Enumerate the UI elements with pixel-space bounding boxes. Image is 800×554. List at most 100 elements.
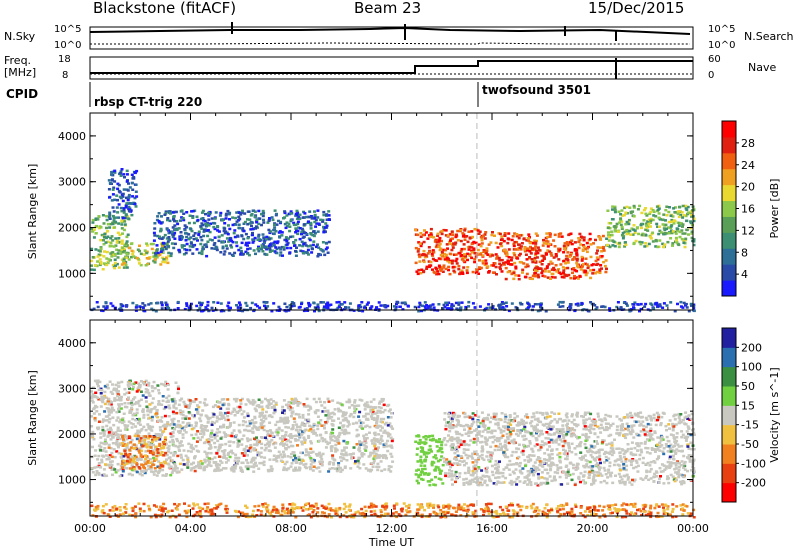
echo-cell — [287, 237, 290, 240]
echo-cell — [418, 301, 422, 305]
echo-cell — [226, 304, 230, 308]
echo-cell — [167, 457, 171, 460]
echo-cell — [513, 232, 517, 235]
echo-cell — [254, 225, 258, 228]
echo-cell — [244, 243, 248, 247]
echo-cell — [380, 469, 384, 473]
echo-cell — [221, 403, 225, 407]
echo-cell — [125, 180, 129, 183]
echo-cell — [203, 404, 207, 407]
echo-cell — [151, 242, 155, 246]
echo-cell — [419, 235, 423, 238]
echo-cell — [105, 386, 109, 389]
echo-cell — [531, 277, 534, 281]
echo-cell — [210, 439, 214, 442]
echo-cell — [225, 231, 229, 234]
echo-cell — [347, 306, 351, 309]
echo-cell — [203, 460, 207, 464]
echo-cell — [516, 511, 520, 514]
echo-cell — [263, 448, 267, 452]
echo-cell — [534, 245, 538, 248]
echo-cell — [264, 238, 268, 241]
echo-cell — [153, 261, 157, 264]
echo-cell — [147, 432, 151, 435]
echo-cell — [243, 428, 247, 432]
echo-cell — [336, 401, 340, 404]
echo-cell — [113, 169, 117, 173]
echo-cell — [99, 262, 103, 265]
echo-cell — [247, 210, 251, 213]
echo-cell — [107, 179, 111, 182]
echo-cell — [286, 405, 290, 408]
echo-cell — [205, 254, 209, 258]
echo-cell — [285, 403, 288, 407]
echo-cell — [94, 248, 98, 251]
echo-cell — [143, 471, 147, 475]
echo-cell — [233, 408, 237, 412]
echo-cell — [217, 463, 221, 467]
echo-cell — [477, 232, 481, 235]
echo-cell — [358, 440, 361, 443]
echo-cell — [534, 275, 538, 278]
echo-cell — [479, 235, 483, 239]
echo-cell — [110, 460, 114, 463]
echo-cell — [424, 307, 428, 311]
echo-cell — [144, 379, 148, 383]
echo-cell — [333, 467, 337, 470]
echo-cell — [165, 243, 169, 246]
echo-cell — [169, 254, 173, 258]
echo-cell — [99, 247, 103, 250]
echo-cell — [521, 268, 525, 272]
echo-cell — [309, 442, 313, 445]
echo-cell — [191, 507, 195, 510]
echo-cell — [375, 411, 379, 415]
echo-cell — [144, 388, 148, 391]
echo-cell — [594, 308, 598, 311]
echo-cell — [558, 248, 562, 252]
echo-cell — [213, 247, 217, 250]
echo-cell — [227, 306, 231, 309]
echo-cell — [251, 402, 255, 405]
echo-cell — [172, 397, 176, 401]
echo-cell — [97, 454, 101, 458]
echo-cell — [164, 247, 168, 251]
echo-cell — [302, 309, 306, 313]
echo-cell — [299, 451, 303, 454]
echo-cell — [288, 304, 292, 307]
echo-cell — [298, 237, 302, 241]
echo-cell — [419, 504, 423, 507]
echo-cell — [329, 303, 333, 306]
echo-cell — [99, 246, 103, 249]
echo-cell — [149, 470, 153, 473]
echo-cell — [169, 473, 173, 477]
echo-cell — [679, 300, 683, 304]
echo-cell — [452, 269, 456, 273]
echo-cell — [379, 460, 383, 463]
echo-cell — [345, 446, 348, 449]
echo-cell — [326, 397, 330, 401]
echo-cell — [454, 241, 458, 244]
echo-cell — [110, 179, 114, 182]
echo-cell — [344, 451, 348, 455]
echo-cell — [147, 440, 151, 444]
echo-cell — [99, 445, 103, 449]
echo-cell — [164, 210, 168, 213]
echo-cell — [615, 305, 619, 309]
echo-cell — [273, 226, 277, 229]
echo-cell — [123, 216, 127, 220]
echo-cell — [329, 509, 333, 512]
echo-cell — [135, 408, 139, 411]
echo-cell — [175, 437, 179, 441]
echo-cell — [389, 470, 393, 473]
echo-cell — [377, 456, 381, 459]
echo-cell — [144, 400, 148, 403]
echo-cell — [417, 241, 421, 244]
echo-cell — [573, 274, 576, 278]
echo-cell — [363, 415, 367, 418]
echo-cell — [471, 270, 475, 274]
echo-cell — [222, 431, 226, 434]
echo-cell — [654, 303, 658, 306]
echo-cell — [185, 242, 189, 246]
echo-cell — [437, 303, 441, 306]
echo-cell — [152, 463, 156, 467]
